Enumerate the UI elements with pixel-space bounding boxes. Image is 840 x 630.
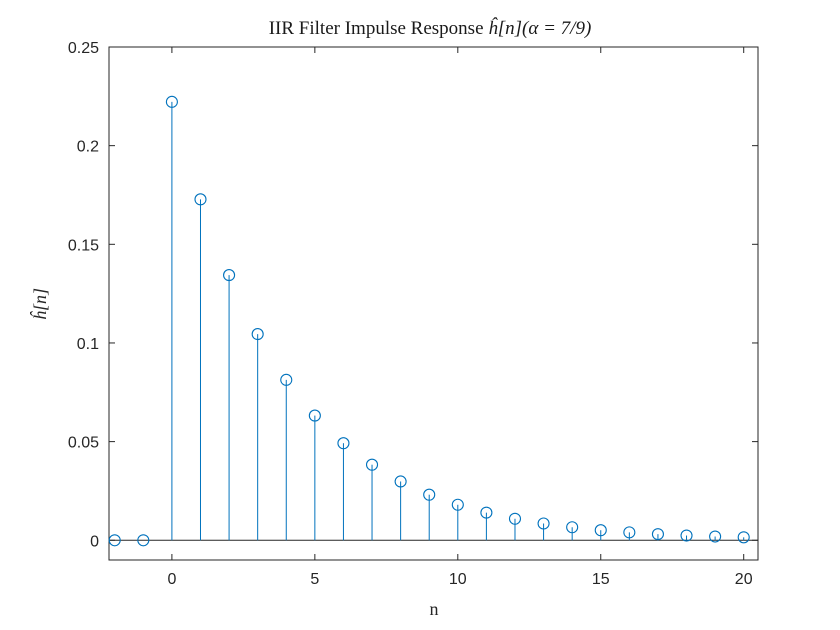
y-tick-label: 0 xyxy=(90,533,99,550)
stem-marker xyxy=(508,512,522,525)
stem-marker xyxy=(108,534,121,547)
x-tick-label: 20 xyxy=(735,571,753,588)
stem-marker xyxy=(251,328,264,341)
stem-marker xyxy=(337,437,350,450)
x-tick-label: 15 xyxy=(592,571,610,588)
chart-title: IIR Filter Impulse Response ĥ[n](α = 7/9… xyxy=(269,17,592,39)
x-tick-label: 10 xyxy=(449,571,467,588)
stem-marker xyxy=(365,458,379,471)
y-tick-label: 0.05 xyxy=(68,435,99,452)
stem-marker xyxy=(709,530,722,543)
chart-title-math: ĥ[n](α = 7/9) xyxy=(488,17,591,39)
stem-marker xyxy=(566,521,579,534)
y-tick-label: 0.25 xyxy=(68,40,99,57)
stem-marker xyxy=(480,506,493,519)
stem-marker xyxy=(223,269,236,282)
stem-marker xyxy=(165,95,178,108)
stem-marker xyxy=(680,529,693,542)
y-axis-label: ĥ[n] xyxy=(29,288,50,320)
stem-marker xyxy=(194,193,207,206)
stem-marker xyxy=(594,524,607,537)
stem-marker xyxy=(451,498,464,511)
stem-marker xyxy=(537,517,550,530)
x-tick-label: 5 xyxy=(310,571,319,588)
stem-marker xyxy=(394,475,407,488)
stem-marker xyxy=(623,526,636,539)
stem-marker xyxy=(137,534,150,547)
y-tick-label: 0.1 xyxy=(77,336,99,353)
y-tick-label: 0.2 xyxy=(77,139,99,156)
plot-area: 0 5 10 15 20 0 0.05 0.1 0.15 0.2 0.25 xyxy=(68,40,759,588)
chart-title-prefix: IIR Filter Impulse Response xyxy=(269,18,489,39)
plot-frame xyxy=(108,46,759,561)
y-tick-label: 0.15 xyxy=(68,237,99,254)
stem-marker xyxy=(280,373,293,386)
stem-marker xyxy=(651,528,664,541)
x-axis-label: n xyxy=(430,599,439,619)
stem-marker xyxy=(423,488,436,501)
stem-marker xyxy=(737,531,750,544)
x-tick-label: 0 xyxy=(167,571,176,588)
stem-marker xyxy=(308,409,321,422)
